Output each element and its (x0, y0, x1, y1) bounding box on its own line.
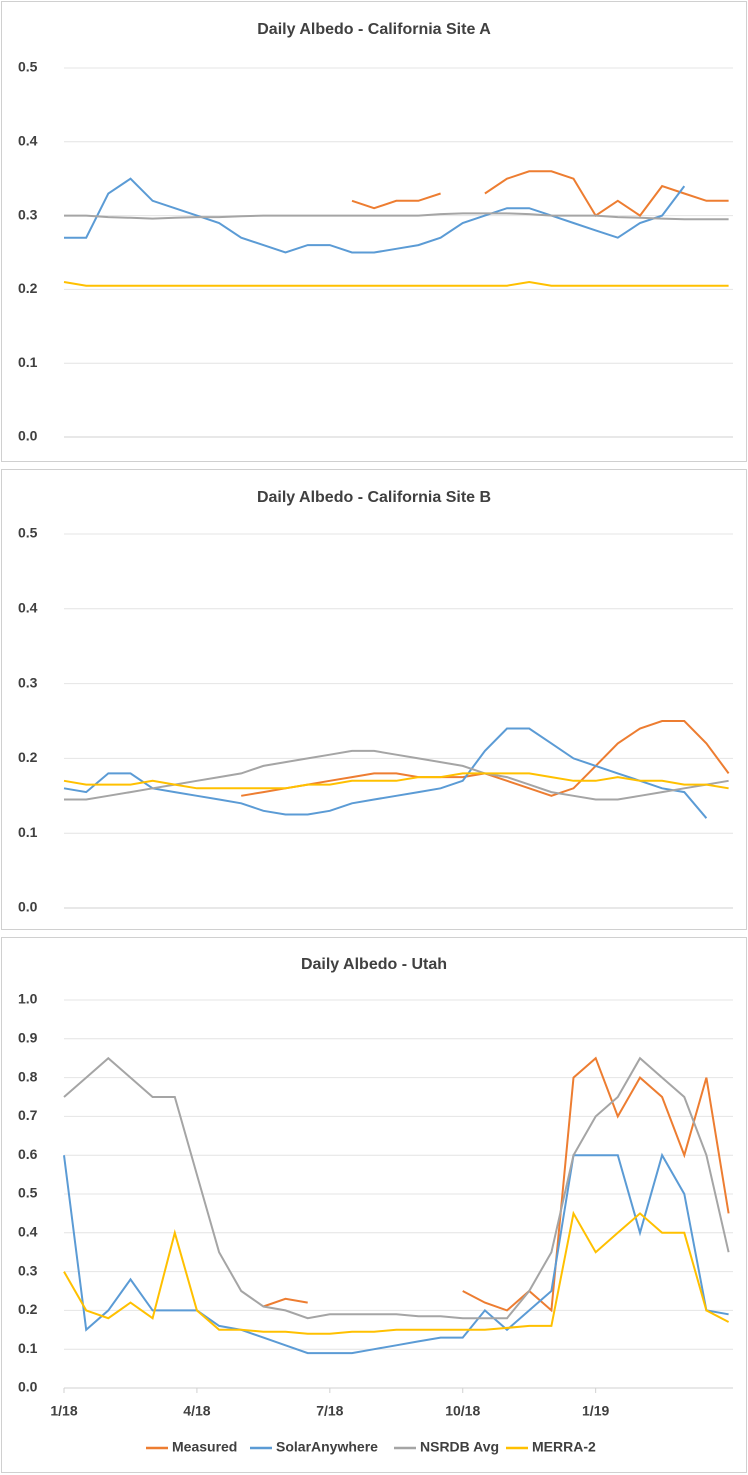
y-tick-label: 0.4 (18, 600, 38, 616)
panel-border (1, 469, 747, 930)
series-line (63, 772, 729, 790)
y-tick-label: 0.2 (18, 749, 38, 765)
x-tick-label: 1/18 (50, 1403, 77, 1419)
chart-title: Daily Albedo - California Site B (257, 489, 491, 506)
series-line (263, 1056, 730, 1313)
x-tick-label: 1/19 (582, 1403, 609, 1419)
y-tick-label: 0.1 (18, 1340, 38, 1356)
y-tick-label: 0.5 (18, 1185, 38, 1201)
y-tick-label: 0.9 (18, 1030, 38, 1046)
series-line (63, 1210, 730, 1335)
y-tick-label: 0.1 (18, 354, 38, 370)
panel-border (1, 1, 747, 462)
y-tick-label: 0.0 (18, 428, 38, 444)
y-tick-label: 0.1 (18, 824, 38, 840)
y-tick-label: 0.6 (18, 1146, 38, 1162)
y-tick-label: 1.0 (18, 991, 38, 1007)
legend-label: SolarAnywhere (276, 1439, 378, 1455)
series-line (64, 212, 729, 221)
y-tick-label: 0.5 (18, 525, 38, 541)
series-line (64, 177, 686, 254)
x-tick-label: 7/18 (316, 1403, 343, 1419)
panel-border (1, 937, 747, 1473)
y-tick-label: 0.4 (18, 133, 38, 149)
series-line (63, 1152, 729, 1355)
series-line (63, 280, 729, 287)
y-tick-label: 0.0 (18, 1379, 38, 1395)
series-line (351, 170, 729, 218)
y-tick-label: 0.8 (18, 1068, 38, 1084)
y-tick-label: 0.3 (18, 1262, 38, 1278)
chart-title: Daily Albedo - Utah (301, 956, 447, 973)
y-tick-label: 0.2 (18, 280, 38, 296)
legend-label: NSRDB Avg (420, 1439, 499, 1455)
x-tick-label: 4/18 (183, 1403, 210, 1419)
y-tick-label: 0.5 (18, 59, 38, 75)
legend-label: MERRA-2 (532, 1439, 596, 1455)
legend-label: Measured (172, 1439, 237, 1455)
y-tick-label: 0.3 (18, 674, 38, 690)
y-tick-label: 0.4 (18, 1224, 38, 1240)
y-tick-label: 0.3 (18, 206, 38, 222)
x-tick-label: 10/18 (445, 1403, 480, 1419)
y-tick-label: 0.0 (18, 899, 38, 915)
series-line (63, 727, 708, 819)
chart-title: Daily Albedo - California Site A (257, 21, 491, 38)
series-line (63, 1056, 730, 1320)
y-tick-label: 0.2 (18, 1301, 38, 1317)
y-tick-label: 0.7 (18, 1107, 38, 1123)
